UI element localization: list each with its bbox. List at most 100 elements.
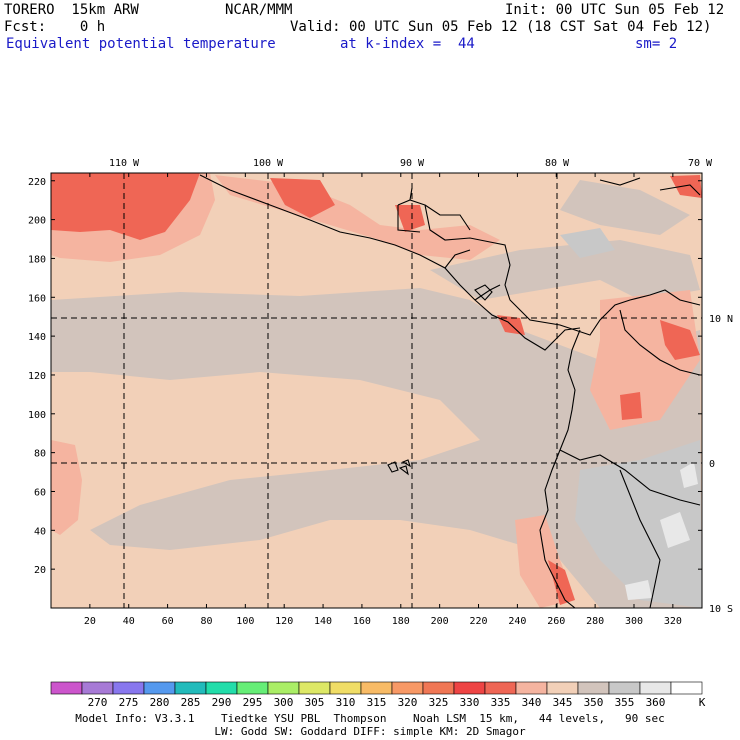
model-info-line2: LW: Godd SW: Goddard DIFF: simple KM: 2D…: [214, 725, 526, 738]
colorbar-swatch: [143, 681, 176, 695]
model-info-line1: Model Info: V3.3.1 Tiedtke YSU PBL Thomp…: [75, 712, 665, 725]
x-tick-label: 80: [200, 616, 212, 627]
colorbar-label: 270: [88, 696, 108, 709]
x-tick-label: 180: [392, 616, 410, 627]
colorbar-swatch: [639, 681, 672, 695]
x-tick-label: 320: [664, 616, 682, 627]
colorbar-label: 300: [274, 696, 294, 709]
valid-time: Valid: 00 UTC Sun 05 Feb 12 (18 CST Sat …: [290, 19, 712, 35]
lat-label: 10 N: [709, 314, 733, 325]
y-tick-label: 160: [28, 293, 46, 304]
colorbar-label: 275: [119, 696, 139, 709]
x-tick-label: 20: [84, 616, 96, 627]
colorbar-swatch: [391, 681, 424, 695]
colorbar-label: 360: [646, 696, 666, 709]
colorbar-label: 305: [305, 696, 325, 709]
lat-label: 10 S: [709, 604, 733, 615]
red-region-andes: [620, 392, 642, 420]
theta-e-field: [51, 173, 702, 608]
colorbar-label: 335: [491, 696, 511, 709]
longitude-labels: 110 W 100 W 90 W 80 W 70 W: [109, 158, 713, 169]
center-label: NCAR/MMM: [225, 2, 293, 18]
smoothing-label: sm= 2: [635, 36, 678, 52]
x-tick-label: 100: [236, 616, 254, 627]
white-patch-3: [680, 462, 698, 488]
pink-region-west: [51, 440, 82, 535]
x-tick-label: 160: [353, 616, 371, 627]
grey-region-north: [560, 180, 690, 235]
colorbar-label: 350: [584, 696, 604, 709]
red-region-ne: [670, 175, 702, 198]
x-axis-ticks: 20 40 60 80 100 120 140 160 180 200 220 240 260 280 30…: [84, 173, 682, 627]
colorbar-swatch: [577, 681, 610, 695]
red-region-guatemala: [395, 205, 425, 232]
border-yucatan: [397, 187, 421, 233]
coast-ne-islands: [599, 177, 701, 196]
colorbar-swatch: [670, 681, 703, 695]
lake-nicaragua: [474, 284, 493, 301]
lon-label: 70 W: [688, 158, 713, 169]
colorbar-label: 325: [429, 696, 449, 709]
lon-label: 110 W: [109, 158, 140, 169]
border-colombia-venezuela: [619, 309, 701, 376]
x-tick-label: 120: [275, 616, 293, 627]
colorbar-swatch: [608, 681, 641, 695]
colorbar-label: 320: [398, 696, 418, 709]
colorbar-swatch: [546, 681, 579, 695]
border-peru-brazil: [619, 469, 661, 608]
x-tick-label: 220: [469, 616, 487, 627]
coast-south-america-west: [539, 329, 581, 608]
colorbar-label: 295: [243, 696, 263, 709]
y-tick-label: 120: [28, 371, 46, 382]
colorbar-swatch: [453, 681, 486, 695]
colorbar-swatch: [422, 681, 455, 695]
colorbar-label: 355: [615, 696, 635, 709]
y-tick-label: 60: [34, 487, 46, 498]
y-tick-label: 20: [34, 565, 46, 576]
lon-label: 90 W: [400, 158, 425, 169]
lat-label: 0: [709, 459, 715, 470]
x-tick-label: 240: [508, 616, 526, 627]
white-patch-1: [660, 512, 690, 548]
colorbar-label: 345: [553, 696, 573, 709]
x-tick-label: 200: [431, 616, 449, 627]
light-grey-patch-caribbean: [560, 228, 615, 258]
coastlines: [199, 174, 701, 608]
init-time: Init: 00 UTC Sun 05 Feb 12: [505, 2, 725, 18]
border-ecuador-peru: [559, 449, 701, 506]
field-name: Equivalent potential temperature: [6, 36, 276, 52]
coast-mexico-central-america: [199, 174, 581, 351]
latitude-labels: 10 N 0 10 S: [709, 314, 733, 615]
colorbar-label: 340: [522, 696, 542, 709]
model-title: TORERO 15km ARW: [4, 2, 139, 18]
x-tick-label: 60: [162, 616, 174, 627]
colorbar-label: 280: [150, 696, 170, 709]
colorbar-label: 290: [212, 696, 232, 709]
colorbar-swatch: [515, 681, 548, 695]
x-tick-label: 280: [586, 616, 604, 627]
light-grey-patch-south: [575, 440, 702, 608]
y-tick-label: 100: [28, 410, 46, 421]
colorbar-swatch: [205, 681, 238, 695]
red-region-nw: [51, 173, 200, 240]
white-patch-2: [625, 580, 652, 600]
x-tick-label: 40: [123, 616, 135, 627]
colorbar-swatch: [360, 681, 393, 695]
x-tick-label: 260: [547, 616, 565, 627]
colorbar-swatch: [236, 681, 269, 695]
colorbar-label: 285: [181, 696, 201, 709]
y-tick-label: 140: [28, 332, 46, 343]
plot-frame: [50, 172, 703, 609]
red-region-mexico: [270, 178, 335, 218]
graticule: [51, 173, 702, 608]
forecast-hour: Fcst: 0 h: [4, 19, 106, 35]
coast-caribbean: [397, 199, 701, 336]
colorbar-swatch: [484, 681, 517, 695]
colorbar-swatch: [112, 681, 145, 695]
colorbar-label: 310: [336, 696, 356, 709]
red-region-colombia: [660, 320, 700, 360]
grey-region-caribbean: [430, 240, 700, 300]
colorbar-swatch: [50, 681, 83, 695]
red-region-peru: [548, 560, 575, 605]
y-tick-label: 220: [28, 177, 46, 188]
